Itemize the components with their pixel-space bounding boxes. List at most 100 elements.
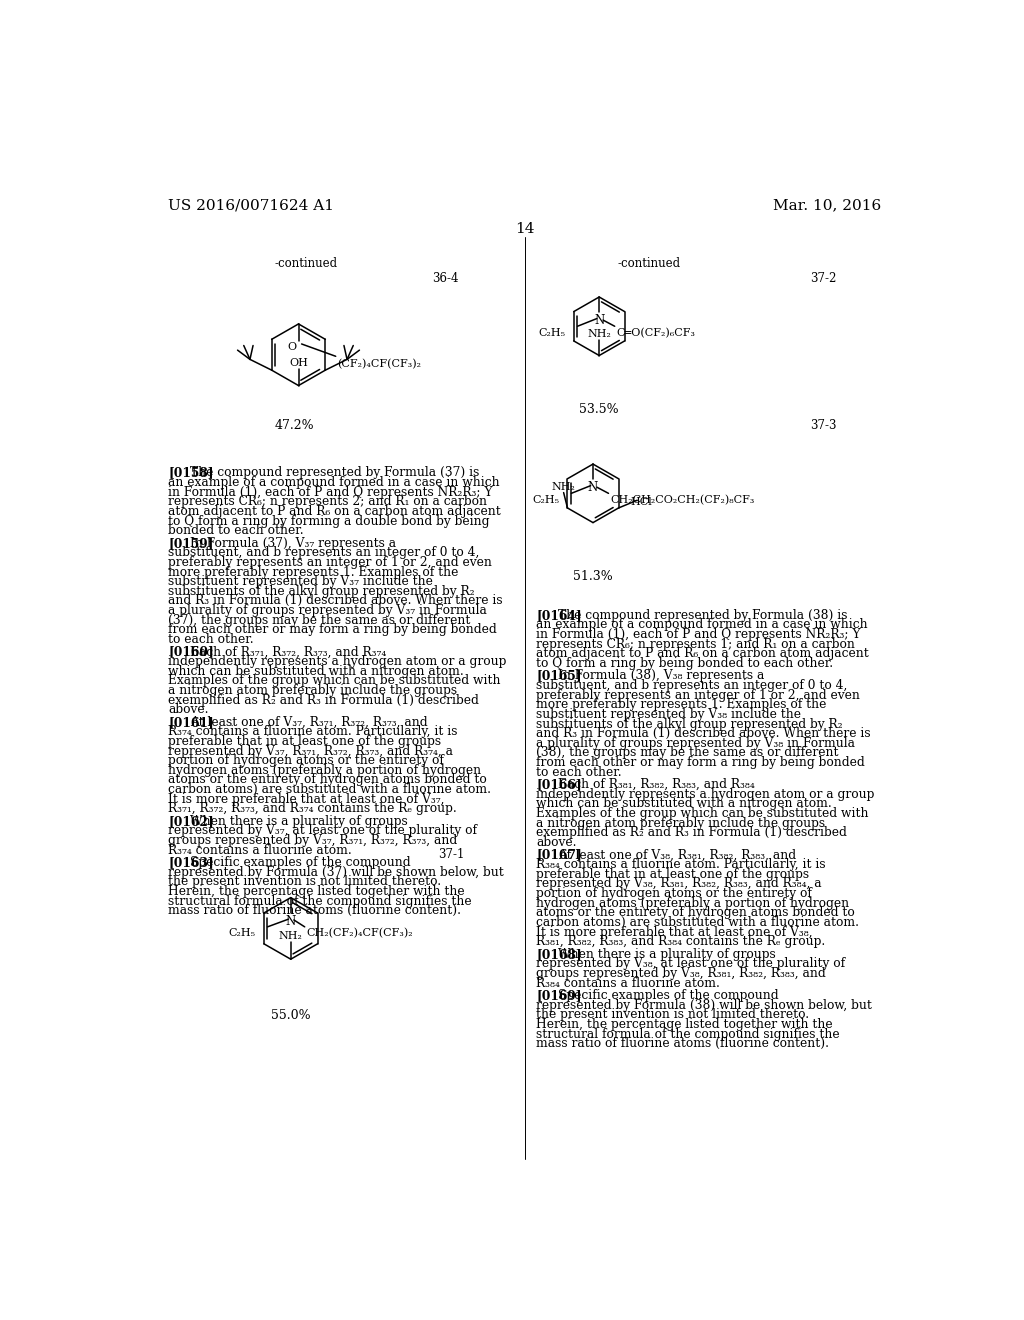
Text: 51.3%: 51.3% (573, 570, 613, 583)
Text: -continued: -continued (617, 257, 680, 271)
Text: represented by Formula (38) will be shown below, but: represented by Formula (38) will be show… (537, 999, 872, 1011)
Text: represented by Formula (37) will be shown below, but: represented by Formula (37) will be show… (168, 866, 504, 879)
Text: 37-1: 37-1 (438, 847, 464, 861)
Text: exemplified as R₂ and R₃ in Formula (1) described: exemplified as R₂ and R₃ in Formula (1) … (168, 693, 479, 706)
Text: the present invention is not limited thereto.: the present invention is not limited the… (168, 875, 441, 888)
Text: independently represents a hydrogen atom or a group: independently represents a hydrogen atom… (168, 655, 507, 668)
Text: [0167]: [0167] (537, 849, 583, 862)
Text: The compound represented by Formula (38) is: The compound represented by Formula (38)… (558, 609, 848, 622)
Text: represented by V₃₈, R₃₈₁, R₃₈₂, R₃₈₃, and R₃₈₄, a: represented by V₃₈, R₃₈₁, R₃₈₂, R₃₈₃, an… (537, 878, 822, 891)
Text: CH₂(CF₂)₄CF(CF₃)₂: CH₂(CF₂)₄CF(CF₃)₂ (306, 928, 413, 939)
Text: and R₃ in Formula (1) described above. When there is: and R₃ in Formula (1) described above. W… (168, 594, 503, 607)
Text: and R₃ in Formula (1) described above. When there is: and R₃ in Formula (1) described above. W… (537, 727, 871, 741)
Text: (38), the groups may be the same as or different: (38), the groups may be the same as or d… (537, 747, 839, 759)
Text: [0166]: [0166] (537, 779, 582, 791)
Text: [0163]: [0163] (168, 857, 214, 869)
Text: a plurality of groups represented by V₃₇ in Formula: a plurality of groups represented by V₃₇… (168, 605, 487, 616)
Text: from each other or may form a ring by being bonded: from each other or may form a ring by be… (537, 756, 865, 770)
Text: preferable that in at least one of the groups: preferable that in at least one of the g… (168, 735, 441, 748)
Text: [0164]: [0164] (537, 609, 582, 622)
Text: It is more preferable that at least one of V₃₈,: It is more preferable that at least one … (537, 925, 813, 939)
Text: bonded to each other.: bonded to each other. (168, 524, 304, 537)
Text: substituents of the alkyl group represented by R₂: substituents of the alkyl group represen… (537, 718, 843, 730)
Text: 37-2: 37-2 (810, 272, 837, 285)
Text: At least one of V₃₇, R₃₇₁, R₃₇₂, R₃₇₃, and: At least one of V₃₇, R₃₇₁, R₃₇₂, R₃₇₃, a… (190, 715, 428, 729)
Text: N: N (588, 480, 598, 494)
Text: HCl: HCl (630, 498, 652, 507)
Text: structural formula of the compound signifies the: structural formula of the compound signi… (537, 1027, 840, 1040)
Text: [0159]: [0159] (168, 537, 214, 549)
Text: 53.5%: 53.5% (580, 404, 620, 416)
Text: substituent represented by V₃₈ include the: substituent represented by V₃₈ include t… (537, 708, 802, 721)
Text: hydrogen atoms (preferably a portion of hydrogen: hydrogen atoms (preferably a portion of … (537, 896, 850, 909)
Text: represented by V₃₈, at least one of the plurality of: represented by V₃₈, at least one of the … (537, 957, 846, 970)
Text: At least one of V₃₈, R₃₈₁, R₃₈₂, R₃₈₃, and: At least one of V₃₈, R₃₈₁, R₃₈₂, R₃₈₃, a… (558, 849, 797, 862)
Text: mass ratio of fluorine atoms (fluorine content).: mass ratio of fluorine atoms (fluorine c… (168, 904, 461, 917)
Text: atoms or the entirety of hydrogen atoms bonded to: atoms or the entirety of hydrogen atoms … (537, 907, 855, 919)
Text: exemplified as R₂ and R₃ in Formula (1) described: exemplified as R₂ and R₃ in Formula (1) … (537, 826, 847, 840)
Text: Specific examples of the compound: Specific examples of the compound (558, 989, 778, 1002)
Text: to each other.: to each other. (537, 766, 622, 779)
Text: N: N (286, 915, 296, 928)
Text: to each other.: to each other. (168, 632, 254, 645)
Text: portion of hydrogen atoms or the entirety of: portion of hydrogen atoms or the entiret… (537, 887, 812, 900)
Text: represents CR₆; n represents 1; and R₁ on a carbon: represents CR₆; n represents 1; and R₁ o… (537, 638, 855, 651)
Text: in Formula (1), each of P and Q represents NR₂R₃; Y: in Formula (1), each of P and Q represen… (168, 486, 493, 499)
Text: [0165]: [0165] (537, 669, 582, 682)
Text: above.: above. (168, 704, 209, 717)
Text: [0162]: [0162] (168, 814, 214, 828)
Text: hydrogen atoms (preferably a portion of hydrogen: hydrogen atoms (preferably a portion of … (168, 764, 481, 776)
Text: R₃₇₄ contains a fluorine atom. Particularly, it is: R₃₇₄ contains a fluorine atom. Particula… (168, 725, 458, 738)
Text: R₃₇₁, R₃₇₂, R₃₇₃, and R₃₇₄ contains the Rₑ group.: R₃₇₁, R₃₇₂, R₃₇₃, and R₃₇₄ contains the … (168, 803, 457, 816)
Text: Herein, the percentage listed together with the: Herein, the percentage listed together w… (168, 886, 465, 898)
Text: (37), the groups may be the same as or different: (37), the groups may be the same as or d… (168, 614, 471, 627)
Text: C₂H₅: C₂H₅ (228, 928, 255, 939)
Text: from each other or may form a ring by being bonded: from each other or may form a ring by be… (168, 623, 497, 636)
Text: CH₂CH₂CO₂CH₂(CF₂)₈CF₃: CH₂CH₂CO₂CH₂(CF₂)₈CF₃ (610, 495, 755, 506)
Text: [0168]: [0168] (537, 948, 582, 961)
Text: carbon atoms) are substituted with a fluorine atom.: carbon atoms) are substituted with a flu… (537, 916, 859, 929)
Text: When there is a plurality of groups: When there is a plurality of groups (190, 814, 408, 828)
Text: R₃₈₄ contains a fluorine atom. Particularly, it is: R₃₈₄ contains a fluorine atom. Particula… (537, 858, 826, 871)
Text: portion of hydrogen atoms or the entirety of: portion of hydrogen atoms or the entiret… (168, 754, 444, 767)
Text: substituent represented by V₃₇ include the: substituent represented by V₃₇ include t… (168, 576, 433, 589)
Text: C═O(CF₂)₆CF₃: C═O(CF₂)₆CF₃ (616, 327, 695, 338)
Text: preferably represents an integer of 1 or 2, and even: preferably represents an integer of 1 or… (537, 689, 860, 702)
Text: groups represented by V₃₇, R₃₇₁, R₃₇₂, R₃₇₃, and: groups represented by V₃₇, R₃₇₁, R₃₇₂, R… (168, 834, 458, 847)
Text: a plurality of groups represented by V₃₈ in Formula: a plurality of groups represented by V₃₈… (537, 737, 855, 750)
Text: carbon atoms) are substituted with a fluorine atom.: carbon atoms) are substituted with a flu… (168, 783, 492, 796)
Text: -continued: -continued (274, 257, 338, 271)
Text: N: N (594, 314, 604, 327)
Text: more preferably represents 1. Examples of the: more preferably represents 1. Examples o… (537, 698, 826, 711)
Text: independently represents a hydrogen atom or a group: independently represents a hydrogen atom… (537, 788, 874, 801)
Text: Examples of the group which can be substituted with: Examples of the group which can be subst… (168, 675, 501, 688)
Text: Mar. 10, 2016: Mar. 10, 2016 (773, 198, 882, 213)
Text: represents CR₆; n represents 2; and R₁ on a carbon: represents CR₆; n represents 2; and R₁ o… (168, 495, 487, 508)
Text: atoms or the entirety of hydrogen atoms bonded to: atoms or the entirety of hydrogen atoms … (168, 774, 487, 787)
Text: represented by V₃₇, at least one of the plurality of: represented by V₃₇, at least one of the … (168, 825, 477, 837)
Text: C₂H₅: C₂H₅ (538, 327, 565, 338)
Text: In Formula (38), V₃₈ represents a: In Formula (38), V₃₈ represents a (558, 669, 765, 682)
Text: a nitrogen atom preferably include the groups: a nitrogen atom preferably include the g… (168, 684, 458, 697)
Text: (CF₂)₄CF(CF₃)₂: (CF₂)₄CF(CF₃)₂ (337, 359, 421, 368)
Text: [0169]: [0169] (537, 989, 582, 1002)
Text: In Formula (37), V₃₇ represents a: In Formula (37), V₃₇ represents a (190, 537, 396, 549)
Text: substituent, and b represents an integer of 0 to 4,: substituent, and b represents an integer… (168, 546, 479, 560)
Text: a nitrogen atom preferably include the groups: a nitrogen atom preferably include the g… (537, 817, 825, 830)
Text: to Q form a ring by forming a double bond by being: to Q form a ring by forming a double bon… (168, 515, 489, 528)
Text: 36-4: 36-4 (432, 272, 459, 285)
Text: represented by V₃₇, R₃₇₁, R₃₇₂, R₃₇₃, and R₃₇₄, a: represented by V₃₇, R₃₇₁, R₃₇₂, R₃₇₃, an… (168, 744, 454, 758)
Text: NH₂: NH₂ (552, 482, 575, 492)
Text: Specific examples of the compound: Specific examples of the compound (190, 857, 411, 869)
Text: R₃₇₄ contains a fluorine atom.: R₃₇₄ contains a fluorine atom. (168, 843, 352, 857)
Text: the present invention is not limited thereto.: the present invention is not limited the… (537, 1008, 810, 1022)
Text: preferably represents an integer of 1 or 2, and even: preferably represents an integer of 1 or… (168, 556, 493, 569)
Text: above.: above. (537, 836, 577, 849)
Text: preferable that in at least one of the groups: preferable that in at least one of the g… (537, 867, 810, 880)
Text: 55.0%: 55.0% (271, 1010, 310, 1022)
Text: C₂H₅: C₂H₅ (531, 495, 559, 504)
Text: groups represented by V₃₈, R₃₈₁, R₃₈₂, R₃₈₃, and: groups represented by V₃₈, R₃₈₁, R₃₈₂, R… (537, 966, 826, 979)
Text: substituents of the alkyl group represented by R₂: substituents of the alkyl group represen… (168, 585, 475, 598)
Text: When there is a plurality of groups: When there is a plurality of groups (558, 948, 776, 961)
Text: R₃₈₄ contains a fluorine atom.: R₃₈₄ contains a fluorine atom. (537, 977, 720, 990)
